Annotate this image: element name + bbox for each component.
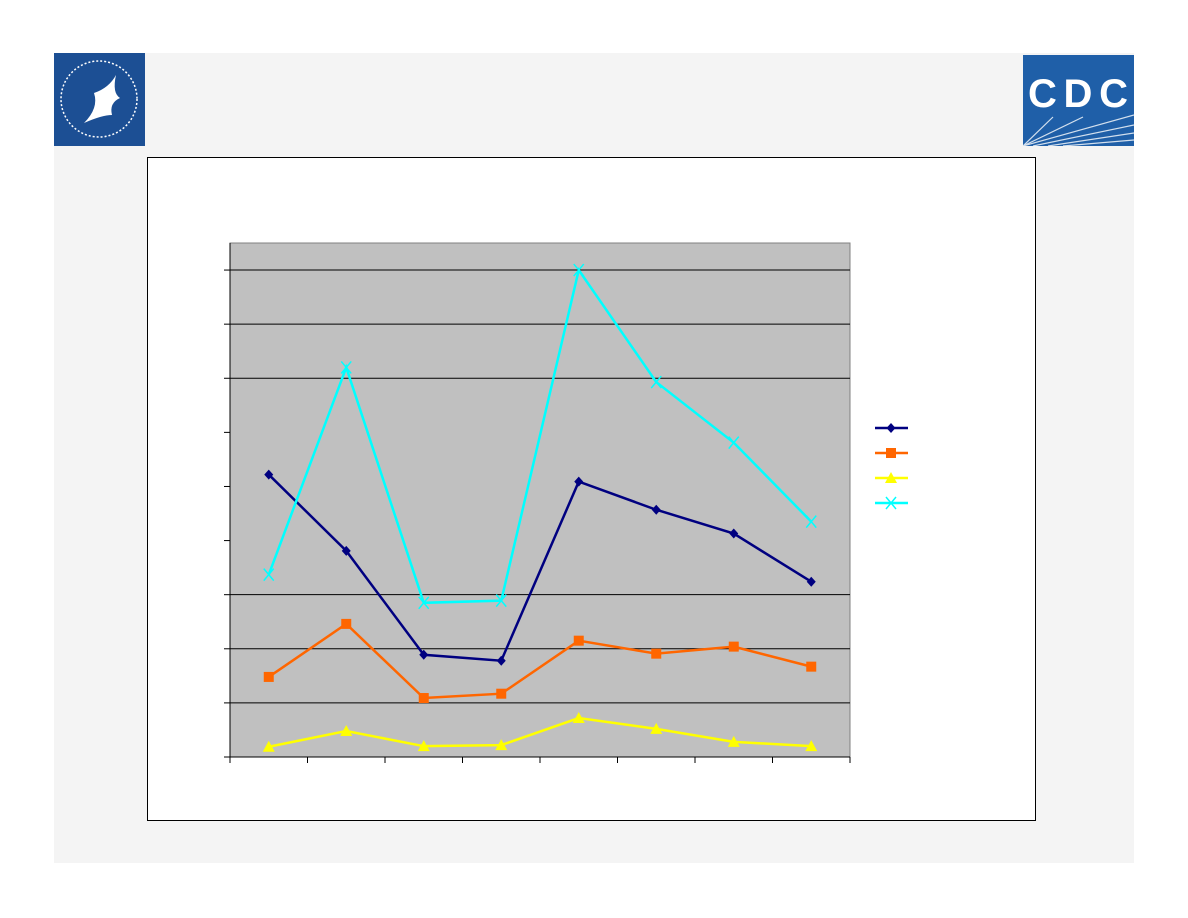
- data-point-2: [263, 671, 274, 682]
- data-point-1: [419, 649, 429, 660]
- data-point-3: [417, 740, 430, 752]
- data-point-4: [418, 596, 430, 610]
- data-point-2: [806, 661, 817, 672]
- data-point-1: [264, 469, 274, 480]
- data-point-2: [418, 693, 429, 704]
- data-point-2: [728, 641, 739, 652]
- data-point-4: [650, 375, 662, 389]
- data-point-4: [495, 594, 507, 608]
- data-point-1: [729, 528, 739, 539]
- cdc-logo-graphic: CDC: [1023, 72, 1134, 146]
- data-point-4: [728, 436, 740, 450]
- data-point-4: [573, 263, 585, 277]
- series-line-2: [268, 622, 812, 700]
- legend-marker-4: [885, 496, 897, 510]
- data-point-3: [495, 739, 508, 751]
- data-point-1: [651, 504, 661, 515]
- series-line-1: [267, 473, 812, 663]
- legend-marker-2: [886, 448, 896, 458]
- data-point-1: [496, 655, 506, 666]
- data-point-1: [806, 576, 816, 587]
- data-point-3: [650, 722, 663, 734]
- data-point-2: [496, 688, 507, 699]
- data-point-4: [263, 568, 275, 582]
- hhs-logo: [54, 53, 145, 146]
- legend-marker-3: [885, 472, 897, 483]
- data-point-3: [262, 740, 275, 752]
- data-point-3: [340, 725, 353, 737]
- data-point-1: [341, 545, 351, 556]
- eagle-icon: [60, 60, 138, 138]
- series-line-4: [267, 267, 813, 605]
- data-point-2: [651, 648, 662, 659]
- data-point-1: [574, 476, 584, 487]
- legend-marker-1: [886, 423, 896, 433]
- data-point-4: [340, 360, 352, 374]
- data-point-4: [805, 515, 817, 529]
- data-point-2: [573, 635, 584, 646]
- data-point-3: [572, 712, 585, 724]
- data-point-3: [727, 735, 740, 747]
- svg-text:CDC: CDC: [1028, 72, 1128, 116]
- cdc-logo: CDC: [1023, 55, 1134, 146]
- series-line-3: [268, 716, 812, 748]
- data-point-3: [805, 740, 818, 752]
- plot-area: [229, 242, 851, 758]
- data-point-2: [341, 618, 352, 629]
